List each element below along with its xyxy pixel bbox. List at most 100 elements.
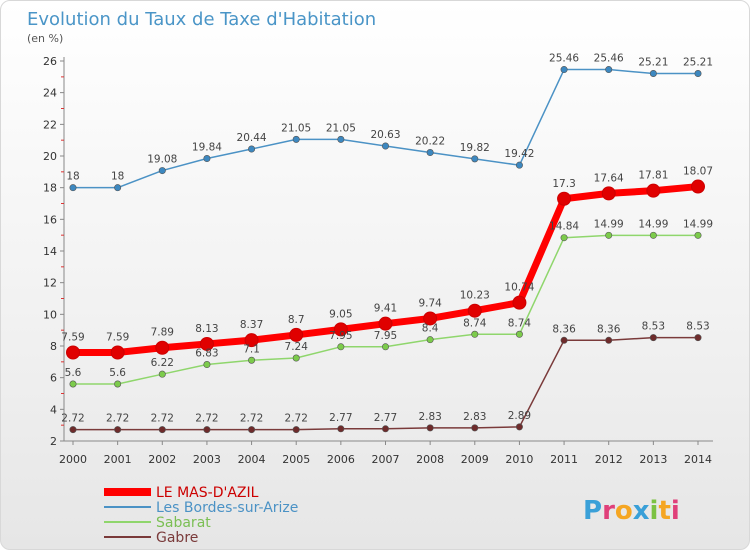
logo-letter: i (650, 496, 659, 526)
y-tick-label: 2 (50, 435, 57, 448)
data-point (426, 149, 434, 157)
data-label: 25.21 (638, 57, 668, 69)
x-tick-label: 2007 (372, 453, 400, 466)
data-point (248, 145, 256, 153)
data-label: 7.89 (151, 327, 174, 339)
data-label: 2.83 (418, 411, 441, 423)
data-label: 2.83 (463, 411, 486, 423)
data-label: 18.07 (683, 166, 713, 178)
data-point (646, 183, 661, 198)
data-point (515, 423, 523, 431)
data-point (337, 135, 345, 143)
data-label: 14.99 (683, 218, 713, 230)
data-label: 10.23 (460, 290, 490, 302)
y-tick-label: 10 (43, 308, 57, 321)
data-point (649, 70, 657, 78)
data-label: 7.95 (374, 330, 397, 342)
x-tick-label: 2002 (148, 453, 176, 466)
y-tick-label: 26 (43, 55, 57, 68)
x-tick-label: 2000 (59, 453, 87, 466)
data-label: 5.6 (109, 367, 126, 379)
data-label: 14.99 (638, 218, 668, 230)
data-point (199, 336, 214, 351)
data-point (605, 66, 613, 74)
data-label: 19.82 (460, 142, 490, 154)
data-point (381, 142, 389, 150)
data-label: 8.7 (288, 314, 305, 326)
data-point (471, 424, 479, 432)
data-point (66, 345, 80, 360)
data-point (557, 191, 572, 206)
x-tick-label: 2006 (327, 453, 355, 466)
data-label: 14.84 (549, 221, 579, 233)
data-point (560, 66, 568, 74)
chart-subtitle: (en %) (27, 32, 63, 45)
data-point (423, 311, 438, 326)
x-tick-label: 2008 (416, 453, 444, 466)
data-point (289, 327, 304, 342)
legend-label: Les Bordes-sur-Arize (156, 500, 298, 516)
y-tick-label: 12 (43, 277, 57, 290)
logo-letter: P (583, 496, 602, 526)
data-point (248, 356, 256, 364)
data-label: 7.24 (285, 341, 309, 353)
data-point (69, 184, 77, 192)
x-tick-label: 2013 (639, 453, 667, 466)
data-point (110, 345, 125, 360)
data-label: 19.84 (192, 142, 222, 154)
data-label: 25.46 (549, 53, 579, 65)
data-label: 8.36 (597, 323, 621, 335)
data-point (248, 426, 256, 434)
data-point (378, 316, 393, 331)
data-label: 25.46 (594, 53, 624, 65)
data-label: 18 (66, 171, 79, 183)
data-label: 2.89 (508, 410, 531, 422)
data-label: 2.72 (106, 413, 129, 425)
data-point (69, 426, 77, 434)
data-point (515, 330, 523, 338)
data-point (155, 340, 170, 355)
x-tick-label: 2014 (684, 453, 712, 466)
data-label: 2.72 (285, 413, 308, 425)
data-label: 8.36 (552, 323, 576, 335)
data-label: 8.4 (422, 323, 439, 335)
data-label: 20.44 (237, 132, 267, 144)
data-label: 6.22 (151, 357, 174, 369)
data-label: 2.77 (374, 412, 397, 424)
data-label: 21.05 (326, 122, 356, 134)
y-tick-label: 4 (50, 403, 57, 416)
data-point (244, 333, 259, 348)
y-tick-label: 16 (43, 213, 57, 226)
x-tick-label: 2012 (595, 453, 623, 466)
data-point (114, 380, 122, 388)
data-point (203, 155, 211, 163)
y-tick-label: 24 (43, 87, 57, 100)
data-label: 8.53 (686, 321, 709, 333)
data-point (114, 426, 122, 434)
data-label: 7.59 (61, 331, 84, 343)
x-tick-label: 2004 (238, 453, 266, 466)
y-tick-label: 14 (43, 245, 57, 258)
logo-letter: i (671, 496, 680, 526)
data-label: 8.74 (463, 317, 487, 329)
data-label: 25.21 (683, 57, 713, 69)
logo-letter: r (602, 496, 615, 526)
data-point (337, 343, 345, 351)
data-point (203, 361, 211, 369)
y-tick-label: 22 (43, 118, 57, 131)
proxiti-logo: Proxiti (583, 496, 680, 526)
data-label: 18 (111, 171, 124, 183)
data-label: 10.74 (504, 282, 534, 294)
logo-letter: o (615, 496, 633, 526)
data-label: 9.74 (418, 297, 442, 309)
x-tick-label: 2001 (104, 453, 132, 466)
y-tick-label: 6 (50, 372, 57, 385)
data-label: 17.3 (552, 178, 575, 190)
data-label: 2.72 (61, 413, 84, 425)
data-point (515, 161, 523, 169)
x-tick-label: 2009 (461, 453, 489, 466)
data-point (333, 322, 348, 337)
data-label: 9.05 (329, 308, 352, 320)
